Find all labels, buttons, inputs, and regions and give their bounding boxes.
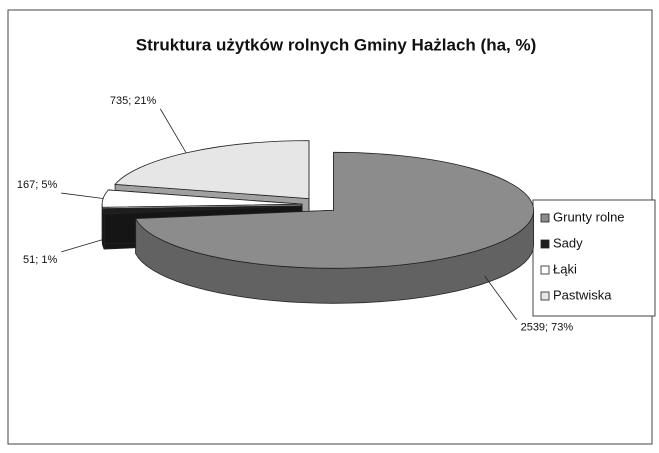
slice-side bbox=[101, 208, 105, 250]
legend-label: Łąki bbox=[553, 261, 577, 276]
slice-top bbox=[101, 205, 303, 215]
slice-top bbox=[135, 151, 534, 269]
data-label: 735; 21% bbox=[110, 95, 157, 107]
legend-box bbox=[532, 199, 656, 317]
data-label: 2539; 73% bbox=[521, 322, 574, 334]
leader-line bbox=[484, 276, 517, 320]
slice bbox=[135, 151, 535, 304]
data-label: 167; 5% bbox=[17, 179, 58, 191]
legend-swatch bbox=[540, 265, 550, 275]
legend-swatch bbox=[540, 291, 550, 301]
slice-top bbox=[114, 140, 310, 200]
leader-line bbox=[159, 108, 187, 154]
legend-swatch bbox=[540, 239, 550, 249]
legend-label: Sady bbox=[553, 235, 583, 250]
leader-line bbox=[61, 239, 104, 253]
data-label: 51; 1% bbox=[23, 254, 57, 266]
slice-top bbox=[101, 189, 303, 208]
leader-line bbox=[61, 192, 104, 199]
legend-label: Grunty rolne bbox=[553, 209, 625, 224]
legend-swatch bbox=[540, 213, 550, 223]
chart-title: Struktura użytków rolnych Gminy Hażlach … bbox=[136, 35, 537, 54]
legend-label: Pastwiska bbox=[553, 287, 612, 302]
